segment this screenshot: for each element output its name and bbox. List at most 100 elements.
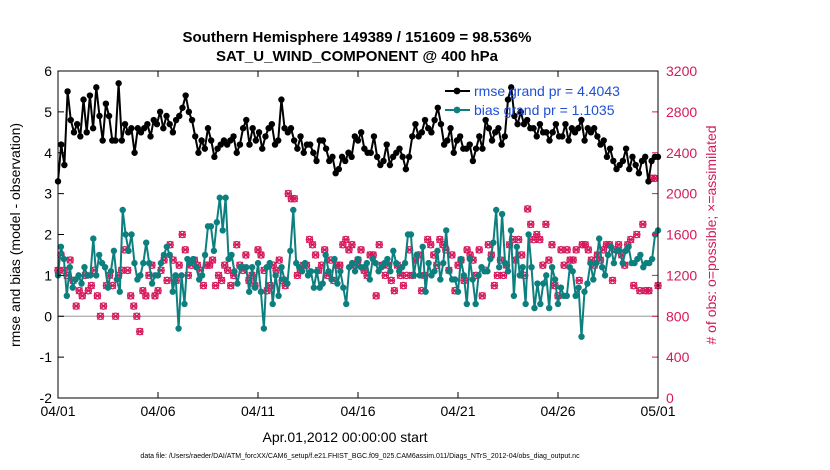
bias-point: [222, 194, 229, 201]
rmse-point: [594, 133, 601, 140]
bias-point: [93, 272, 100, 279]
rmse-point: [370, 133, 378, 140]
rmse-point: [386, 161, 394, 169]
bias-point: [325, 268, 332, 275]
bias-point: [145, 259, 153, 267]
rmse-point: [131, 149, 138, 156]
bias-point: [337, 268, 344, 275]
rmse-point: [67, 116, 74, 124]
y-tick-label-right: 0: [666, 390, 674, 406]
bias-point: [154, 272, 162, 279]
bias-point: [301, 259, 309, 267]
bias-point: [457, 255, 465, 263]
obs-assimilated-point: [136, 327, 144, 336]
obs-assimilated-point: [539, 261, 547, 269]
bias-point: [472, 300, 479, 308]
bias-point: [572, 292, 579, 300]
bias-point: [63, 292, 71, 300]
bias-point: [193, 264, 200, 271]
obs-assimilated-point: [78, 292, 86, 300]
rmse-point: [575, 125, 582, 132]
bias-point: [460, 272, 468, 279]
obs-assimilated-point: [139, 287, 147, 295]
rmse-point: [121, 120, 129, 128]
obs-assimilated-point: [548, 241, 556, 249]
obs-assimilated-point: [205, 261, 214, 269]
bias-point: [543, 272, 550, 279]
bias-point: [445, 268, 453, 275]
obs-assimilated-point: [345, 246, 353, 254]
rmse-point: [447, 125, 454, 132]
rmse-point: [635, 169, 643, 177]
bias-point: [443, 227, 450, 234]
rmse-point: [80, 96, 87, 103]
legend: rmse grand pr = 4.4043 bias grand pr = 1…: [445, 83, 620, 118]
bias-point: [625, 243, 632, 250]
rmse-point: [472, 145, 480, 152]
bias-point: [390, 247, 397, 255]
bias-point: [484, 268, 491, 275]
bias-point: [260, 325, 268, 332]
rmse-point: [275, 137, 282, 144]
rmse-point: [421, 116, 429, 124]
bias-point: [328, 276, 335, 283]
obs-assimilated-point: [75, 287, 83, 295]
obs-assimilated-point: [151, 292, 159, 300]
obs-assimilated-point: [154, 287, 162, 295]
rmse-point: [485, 125, 493, 132]
rmse-point: [507, 84, 515, 91]
bias-point: [87, 272, 94, 279]
bias-point: [545, 304, 553, 312]
x-tick-label: 05/01: [640, 403, 675, 419]
obs-assimilated-point: [514, 235, 523, 244]
bias-point: [569, 268, 576, 275]
obs-assimilated-point: [311, 251, 320, 259]
obs-assimilated-point: [217, 276, 226, 285]
bias-point: [537, 300, 544, 308]
x-tick-label: 04/21: [440, 403, 475, 419]
y-tick-label-left: 4: [44, 145, 52, 161]
x-tick-label: 04/01: [40, 403, 75, 419]
bias-point: [201, 251, 209, 259]
obs-assimilated-point: [381, 271, 389, 280]
obs-assimilated-point: [208, 256, 217, 264]
rmse-point: [73, 120, 81, 128]
bias-point: [66, 264, 73, 271]
bias-point: [410, 272, 418, 279]
bias-point: [413, 251, 421, 259]
legend-rmse-marker: [453, 87, 461, 95]
rmse-point: [61, 161, 68, 169]
bias-point: [393, 259, 400, 267]
bias-point: [437, 276, 444, 283]
bias-point: [648, 255, 656, 263]
obs-assimilated-point: [581, 241, 589, 249]
obs-assimilated-point: [542, 220, 550, 228]
obs-assimilated-point: [402, 271, 411, 280]
bias-point: [178, 272, 185, 279]
rmse-point: [319, 137, 327, 144]
bias-point: [351, 268, 359, 275]
bias-point: [69, 284, 76, 291]
rmse-point: [428, 129, 435, 136]
rmse-point: [185, 108, 193, 116]
bias-point: [578, 333, 585, 340]
obs-assimilated-point: [84, 287, 92, 295]
bias-point: [172, 272, 179, 279]
bias-point: [548, 264, 556, 271]
rmse-point: [402, 165, 410, 173]
bias-point: [190, 255, 197, 263]
obs-assimilated-point: [387, 276, 396, 285]
obs-assimilated-point: [436, 235, 444, 244]
rmse-point: [610, 157, 617, 165]
bias-point: [278, 264, 285, 271]
obs-assimilated-point: [308, 241, 317, 249]
rmse-point: [243, 116, 250, 124]
bias-point: [81, 264, 88, 271]
plot-area: [58, 71, 658, 398]
bias-point: [454, 288, 462, 295]
rmse-point: [204, 125, 212, 132]
rmse-point: [112, 137, 119, 144]
bias-point: [540, 280, 547, 287]
rmse-point: [482, 116, 489, 124]
rmse-point: [533, 133, 540, 140]
